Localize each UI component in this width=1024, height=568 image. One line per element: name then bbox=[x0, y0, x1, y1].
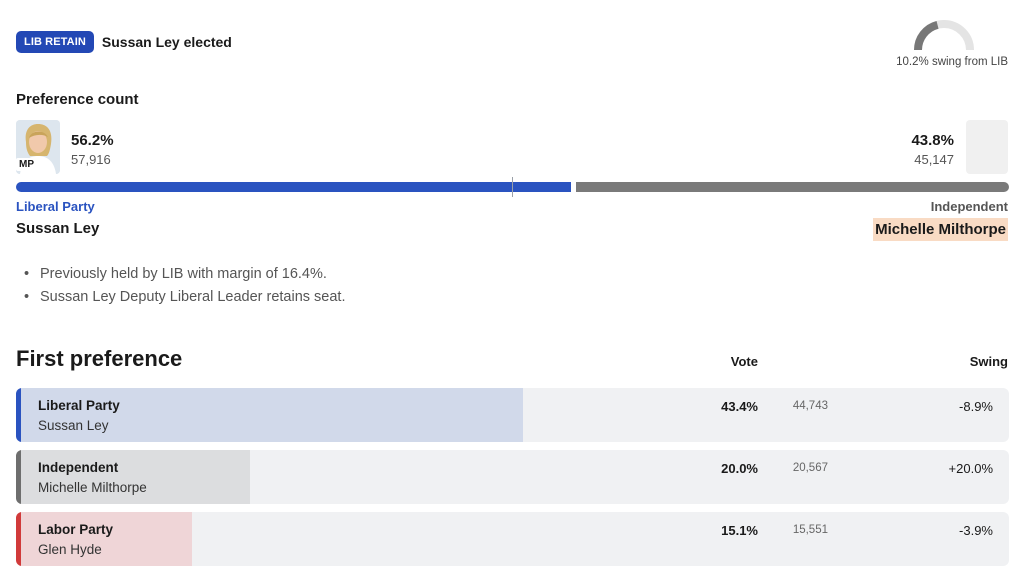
seat-notes: Previously held by LIB with margin of 16… bbox=[24, 266, 346, 312]
party-color-edge bbox=[16, 512, 21, 566]
first-preference-title: First preference bbox=[16, 346, 183, 371]
row-candidate: Sussan Ley bbox=[38, 418, 109, 433]
left-percent: 56.2% bbox=[71, 132, 114, 149]
right-party: Independent bbox=[930, 199, 1008, 214]
row-votes: 44,743 bbox=[792, 400, 828, 412]
row-swing: +20.0% bbox=[948, 461, 993, 476]
vote-share-fill bbox=[16, 512, 192, 566]
row-votes: 20,567 bbox=[792, 462, 828, 474]
row-candidate: Michelle Milthorpe bbox=[38, 480, 147, 495]
right-share-bar bbox=[576, 182, 1009, 192]
party-color-edge bbox=[16, 450, 21, 504]
result-header: LIB RETAIN Sussan Ley elected bbox=[16, 31, 232, 53]
note-item: Previously held by LIB with margin of 16… bbox=[24, 266, 346, 282]
swing-text: 10.2% swing from LIB bbox=[896, 56, 1008, 68]
vote-share-fill bbox=[16, 450, 250, 504]
preference-count-title: Preference count bbox=[16, 91, 139, 108]
swing-gauge-icon bbox=[914, 20, 974, 51]
mp-tag: MP bbox=[16, 158, 37, 171]
row-percent: 15.1% bbox=[721, 523, 758, 538]
row-swing: -8.9% bbox=[959, 399, 993, 414]
left-candidate: Sussan Ley bbox=[16, 220, 100, 237]
row-party: Independent bbox=[38, 460, 119, 475]
row-swing: -3.9% bbox=[959, 523, 993, 538]
swing-column-header: Swing bbox=[969, 354, 1008, 369]
right-candidate: Michelle Milthorpe bbox=[873, 218, 1008, 241]
result-badge: LIB RETAIN bbox=[16, 31, 94, 53]
row-candidate: Glen Hyde bbox=[38, 542, 102, 557]
row-votes: 15,551 bbox=[792, 524, 828, 536]
right-percent: 43.8% bbox=[911, 132, 954, 149]
left-party: Liberal Party bbox=[16, 199, 95, 214]
row-party: Liberal Party bbox=[38, 398, 120, 413]
candidate-row[interactable]: Labor Party Glen Hyde 15.1% 15,551 -3.9% bbox=[16, 512, 1009, 566]
candidate-row[interactable]: Liberal Party Sussan Ley 43.4% 44,743 -8… bbox=[16, 388, 1009, 442]
note-item: Sussan Ley Deputy Liberal Leader retains… bbox=[24, 289, 346, 305]
two-candidate-bar bbox=[16, 177, 1009, 197]
left-share-bar bbox=[16, 182, 571, 192]
row-percent: 20.0% bbox=[721, 461, 758, 476]
fifty-percent-marker bbox=[512, 177, 513, 197]
vote-share-fill bbox=[16, 388, 523, 442]
row-party: Labor Party bbox=[38, 522, 114, 537]
right-votes: 45,147 bbox=[914, 152, 954, 167]
vote-column-header: Vote bbox=[730, 354, 758, 369]
row-percent: 43.4% bbox=[721, 399, 758, 414]
party-color-edge bbox=[16, 388, 21, 442]
elected-text: Sussan Ley elected bbox=[101, 34, 232, 50]
candidate-row[interactable]: Independent Michelle Milthorpe 20.0% 20,… bbox=[16, 450, 1009, 504]
left-votes: 57,916 bbox=[71, 152, 111, 167]
candidate-photo-right bbox=[966, 120, 1008, 174]
